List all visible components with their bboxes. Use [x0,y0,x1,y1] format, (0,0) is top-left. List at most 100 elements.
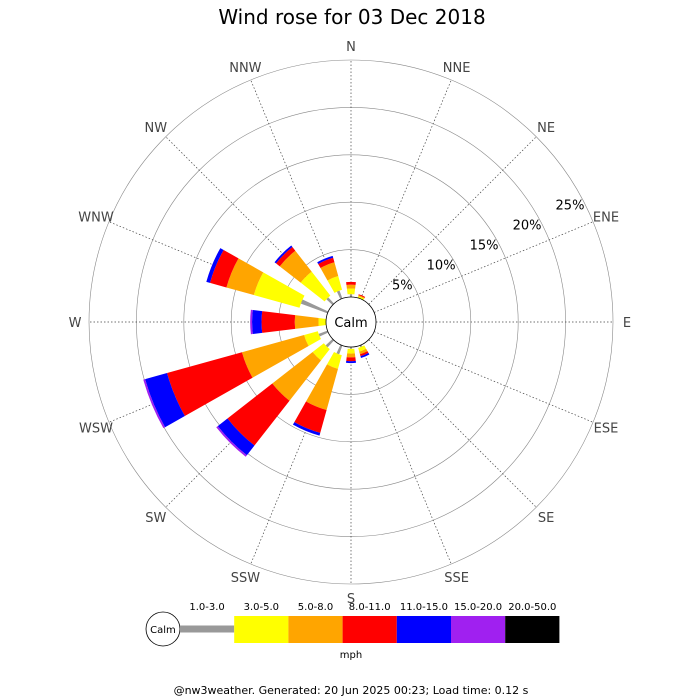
legend-label-20-0-50-0: 20.0-50.0 [508,602,556,613]
ring-label-25: 25% [556,198,585,213]
petal-wnw-11-0-15-0 [206,248,224,283]
grid-spoke [360,79,452,300]
petal-nw-5-0-8-0 [279,250,312,283]
petal-ssw-3-0-5-0 [327,352,342,369]
ring-label-20: 20% [513,218,542,233]
legend-label-11-0-15-0: 11.0-15.0 [400,602,448,613]
grid-spoke [360,344,452,565]
petal-ssw-11-0-15-0 [292,422,321,436]
direction-label-ssw: SSW [231,571,261,586]
petal-sw-8-0-11-0 [227,383,290,446]
petal-nne-8-0-11-0 [358,294,366,298]
petal-sse-8-0-11-0 [359,351,369,357]
grid-ring [88,59,614,585]
petal-nnw-1-0-3-0 [336,290,343,300]
calm-circle [325,296,377,348]
petal-sw-5-0-8-0 [272,351,322,401]
petal-sw-11-0-15-0 [217,418,255,456]
legend-label-15-0-20-0: 15.0-20.0 [454,602,502,613]
direction-label-sw: SW [145,511,166,526]
legend-swatch-15-0-20-0 [451,616,506,643]
petal-wsw-3-0-5-0 [304,331,321,346]
direction-label-ne: NE [537,121,555,136]
legend-swatch-8-0-11-0 [342,616,397,643]
legend-swatch-20-0-50-0 [505,616,560,643]
legend-label-3-0-5-0: 3.0-5.0 [244,602,279,613]
direction-label-ese: ESE [594,422,619,437]
petal-wsw-1-0-3-0 [318,330,329,337]
direction-labels: N NNE NE ENE E ESE SE SSE S SSW SW WSW W WNW NW NNW [69,40,632,607]
legend-label-1-0-3-0: 1.0-3.0 [189,602,224,613]
direction-label-e: E [623,316,631,331]
petal-nnw-3-0-5-0 [327,275,343,293]
legend-swatch-5-0-8-0 [288,616,343,643]
petal-ssw-1-0-3-0 [336,344,343,355]
petal-wnw-8-0-11-0 [209,249,239,288]
petal-s-11-0-15-0 [345,360,357,364]
ring-label-10: 10% [427,258,456,273]
legend-label-8-0-11-0: 8.0-11.0 [349,602,391,613]
petal-ssw-8-0-11-0 [294,401,327,433]
petal-s-5-0-8-0 [346,353,356,358]
grid-spoke [373,221,594,313]
direction-label-n: N [346,40,356,55]
petal-s-3-0-5-0 [347,348,355,354]
direction-label-ene: ENE [593,210,619,225]
legend-swatch-1-0-3-0 [180,625,235,633]
direction-label-nw: NW [145,121,168,136]
grid-spoke [368,136,537,305]
petal-s-1-0-3-0 [349,346,353,349]
direction-label-wnw: WNW [78,210,114,225]
petal-wsw-5-0-8-0 [241,335,309,378]
speed-legend: Calm 1.0-3.0 3.0-5.0 5.0-8.0 8.0-11.0 11.0-15… [145,602,560,647]
petal-sse-5-0-8-0 [359,348,368,355]
grid-spoke [373,331,594,423]
petal-w-3-0-5-0 [318,318,327,326]
grid-spoke [368,339,537,508]
petal-s-8-0-11-0 [346,357,356,362]
ring-label-15: 15% [470,238,499,253]
direction-label-nne: NNE [443,61,471,76]
wind-petals [143,245,370,457]
ring-label-5: 5% [392,278,413,293]
petal-nne-3-0-5-0 [357,296,365,301]
petal-wnw-1-0-3-0 [300,299,329,314]
direction-label-sse: SSE [444,571,469,586]
calm-circle-group: Calm [325,296,377,348]
direction-label-w: W [69,316,82,331]
unit-label: mph [340,650,362,661]
petal-wsw-8-0-11-0 [167,352,253,416]
chart-title: Wind rose for 03 Dec 2018 [218,5,485,29]
petal-w-15-0-20-0 [250,309,253,335]
legend-calm-label: Calm [150,625,176,636]
petal-w-8-0-11-0 [261,311,296,333]
petal-wsw-15-0-20-0 [143,379,166,429]
petal-nw-1-0-3-0 [326,297,335,306]
legend-label-5-0-8-0: 5.0-8.0 [298,602,333,613]
petal-wnw-5-0-8-0 [226,258,264,296]
legend-swatch-3-0-5-0 [234,616,289,643]
petal-w-5-0-8-0 [294,315,319,329]
petal-w-11-0-15-0 [252,309,263,335]
petal-sse-3-0-5-0 [358,345,367,352]
petal-nne-5-0-8-0 [358,295,365,299]
petal-nw-8-0-11-0 [276,247,296,267]
petal-n-1-0-3-0 [349,294,353,298]
petal-n-8-0-11-0 [346,281,356,285]
footer-text: @nw3weather. Generated: 20 Jun 2025 00:2… [174,684,529,697]
petal-sse-11-0-15-0 [360,352,370,358]
petal-wnw-3-0-5-0 [253,272,305,308]
petal-nw-11-0-15-0 [274,245,293,264]
petal-nnw-8-0-11-0 [318,257,335,269]
ring-labels: 5% 10% 15% 20% 25% [392,198,584,293]
direction-label-nnw: NNW [229,61,261,76]
direction-label-wsw: WSW [79,422,113,437]
petal-n-3-0-5-0 [346,288,356,295]
grid-ring [183,154,519,490]
petal-sw-3-0-5-0 [312,343,330,361]
petal-nnw-5-0-8-0 [320,262,339,281]
direction-label-se: SE [538,511,554,526]
direction-label-s: S [347,592,355,607]
petal-sw-1-0-3-0 [325,338,335,348]
